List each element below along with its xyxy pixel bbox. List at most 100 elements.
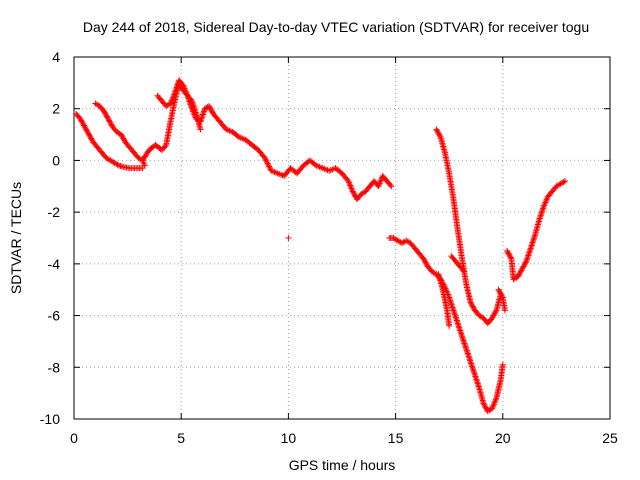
data-point: [78, 117, 85, 124]
data-point: [181, 85, 188, 92]
axis-ticks: 0 5 10 15 20 25 -10 -8 -6 -4 -2 0 2 4: [40, 49, 618, 446]
data-point: [104, 114, 111, 121]
data-point: [492, 308, 499, 315]
data-point: [420, 255, 427, 262]
data-point: [80, 121, 87, 128]
data-point: [81, 122, 88, 129]
data-point: [263, 157, 270, 164]
data-point: [491, 311, 498, 318]
data-point: [561, 178, 568, 185]
data-point: [470, 304, 477, 311]
data-point: [434, 127, 441, 134]
x-tick-label: 0: [70, 430, 78, 446]
data-point: [434, 128, 441, 135]
data-point: [516, 271, 523, 278]
data-point: [498, 291, 505, 298]
x-tick-label: 20: [495, 430, 511, 446]
data-point: [497, 290, 504, 297]
x-tick-label: 15: [388, 430, 404, 446]
data-point: [88, 135, 95, 142]
y-tick-label: -8: [48, 359, 61, 375]
data-point: [446, 322, 453, 329]
data-point: [183, 89, 190, 96]
data-point: [264, 160, 271, 167]
data-point: [489, 313, 496, 320]
data-point: [78, 118, 85, 125]
data-point: [180, 83, 187, 90]
data-point: [169, 94, 176, 101]
data-point: [141, 162, 148, 169]
data-point: [376, 180, 383, 187]
data-point: [197, 126, 204, 133]
data-point: [167, 100, 174, 107]
data-point: [422, 259, 429, 266]
data-point: [265, 162, 272, 169]
data-point: [521, 260, 528, 267]
data-point: [103, 112, 110, 119]
data-point: [262, 156, 269, 163]
data-point: [506, 253, 513, 260]
data-point: [499, 361, 506, 368]
data-point: [377, 178, 384, 185]
data-point: [168, 99, 175, 106]
data-point: [101, 108, 108, 115]
data-point: [346, 179, 353, 186]
data-point: [83, 127, 90, 134]
data-point: [351, 192, 358, 199]
data-point: [103, 113, 110, 120]
data-point: [88, 136, 95, 143]
data-point: [261, 154, 268, 161]
data-point: [182, 88, 189, 95]
data-point: [348, 185, 355, 192]
y-tick-label: -10: [40, 411, 60, 427]
data-point: [81, 123, 88, 130]
data-point: [499, 293, 506, 300]
data-point: [85, 130, 92, 137]
data-point: [206, 104, 213, 111]
data-point: [504, 249, 511, 256]
data-point: [505, 250, 512, 257]
data-point: [482, 404, 489, 411]
x-tick-label: 5: [177, 430, 185, 446]
data-point: [376, 181, 383, 188]
data-point: [541, 201, 548, 208]
data-point: [421, 256, 428, 263]
data-point: [119, 134, 126, 141]
data-point: [77, 116, 84, 123]
data-point: [377, 177, 384, 184]
x-tick-label: 10: [281, 430, 297, 446]
data-point: [520, 263, 527, 270]
y-axis-label: SDTVAR / TECUs: [8, 182, 24, 294]
data-point: [421, 258, 428, 265]
data-point: [492, 396, 499, 403]
data-points: [73, 77, 568, 415]
x-tick-label: 25: [602, 430, 618, 446]
data-point: [121, 136, 128, 143]
data-point: [501, 307, 508, 314]
data-point: [208, 107, 215, 114]
data-point: [82, 125, 89, 132]
data-point: [495, 286, 502, 293]
data-point: [519, 266, 526, 273]
data-point: [108, 121, 115, 128]
data-point: [182, 86, 189, 93]
data-point: [106, 118, 113, 125]
data-point: [469, 302, 476, 309]
y-tick-label: 0: [52, 152, 60, 168]
data-point: [118, 132, 125, 139]
data-point: [522, 259, 529, 266]
data-point: [540, 203, 547, 210]
data-point: [480, 400, 487, 407]
data-point: [180, 82, 187, 89]
data-point: [435, 130, 442, 137]
data-point: [490, 312, 497, 319]
data-point: [206, 103, 213, 110]
data-point: [490, 402, 497, 409]
data-point: [266, 164, 273, 171]
data-point: [208, 108, 215, 115]
data-point: [436, 132, 443, 139]
data-point: [375, 183, 382, 190]
data-point: [388, 183, 395, 190]
data-point: [83, 126, 90, 133]
y-tick-label: -2: [48, 204, 61, 220]
